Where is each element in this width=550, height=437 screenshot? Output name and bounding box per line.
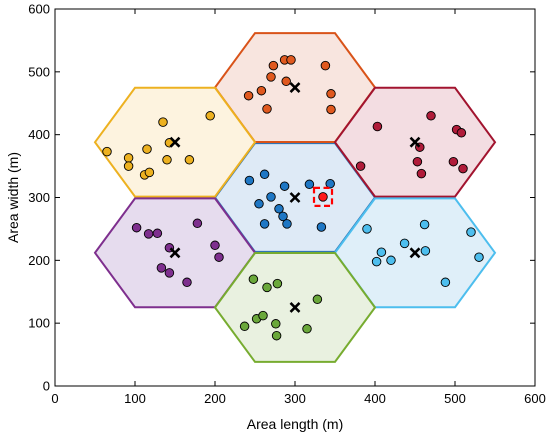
data-point-cell-1-11 (282, 219, 292, 229)
cell-center-x-marker-5 (169, 247, 181, 259)
data-point-cell-6-1 (362, 224, 372, 234)
data-point-cell-4-2 (426, 111, 436, 121)
data-point-cell-5-4 (192, 218, 203, 229)
data-point-cell-5-3 (152, 228, 163, 239)
data-point-cell-6-10 (440, 277, 451, 288)
x-tick-label-500: 500 (444, 391, 466, 406)
data-point-cell-4-7 (412, 156, 423, 167)
data-point-cell-1-4 (279, 181, 290, 191)
data-point-cell-6-7 (371, 256, 382, 267)
x-axis-label: Area length (m) (247, 416, 343, 432)
centers-layer (169, 82, 421, 313)
data-point-cell-2-6 (266, 72, 276, 82)
data-point-cell-3-2 (205, 111, 215, 121)
data-point-cell-1-10 (278, 211, 288, 222)
x-tick-label-600: 600 (524, 391, 546, 406)
data-point-cell-1-8 (325, 178, 335, 189)
y-tick-label-500: 500 (28, 64, 50, 79)
cell-center-x-marker-2 (289, 82, 301, 93)
data-point-cell-7-10 (302, 324, 312, 334)
data-point-cell-7-4 (312, 294, 323, 305)
x-tick-label-400: 400 (364, 391, 386, 406)
data-point-cell-3-6 (123, 153, 134, 163)
y-tick-label-300: 300 (28, 190, 50, 205)
data-point-cell-7-2 (262, 282, 272, 293)
cell-center-x-marker-7 (289, 302, 301, 313)
data-point-cell-1-6 (274, 204, 284, 214)
data-point-cell-2-10 (326, 89, 336, 99)
data-point-cell-3-8 (162, 155, 172, 165)
cell-center-x-marker-3 (169, 136, 181, 148)
x-tick-label-0: 0 (51, 391, 58, 406)
y-axis-label: Area width (m) (5, 152, 21, 243)
highlight-dashed-square (312, 186, 334, 207)
data-point-cell-4-8 (458, 163, 468, 174)
data-point-cell-1-9 (259, 219, 270, 229)
data-point-cell-2-8 (243, 90, 254, 101)
data-point-cell-2-11 (326, 104, 336, 115)
data-point-cell-5-8 (156, 263, 167, 273)
data-point-cell-5-9 (164, 268, 175, 278)
highlight-layer (312, 186, 334, 207)
data-point-cell-3-1 (158, 117, 168, 127)
data-point-cell-2-9 (262, 104, 272, 114)
data-point-cell-2-5 (256, 85, 267, 96)
data-point-cell-7-8 (271, 319, 281, 329)
data-point-cell-1-12 (316, 222, 327, 232)
data-point-cell-5-7 (214, 252, 224, 262)
data-point-cell-7-1 (248, 274, 259, 284)
data-point-cell-6-8 (386, 255, 396, 266)
cell-center-x-marker-4 (409, 136, 421, 148)
data-point-cell-3-7 (123, 161, 134, 171)
highlighted-data-point (318, 192, 328, 202)
data-point-cell-3-5 (102, 146, 112, 157)
y-tick-label-0: 0 (43, 379, 50, 394)
data-point-cell-4-10 (355, 161, 366, 171)
data-point-cell-5-5 (210, 240, 220, 251)
data-point-cell-2-1 (268, 60, 279, 71)
data-point-cell-2-4 (320, 60, 331, 71)
data-point-cell-1-7 (304, 179, 315, 190)
cell-center-x-marker-1 (289, 192, 301, 203)
data-point-cell-5-10 (182, 277, 192, 288)
data-point-cell-3-3 (142, 144, 152, 154)
data-point-cell-4-9 (416, 168, 427, 179)
data-point-cell-7-7 (258, 310, 268, 321)
data-point-cell-6-4 (376, 247, 387, 257)
data-point-cell-1-1 (244, 175, 255, 186)
x-tick-label-100: 100 (124, 391, 146, 406)
data-point-cell-4-6 (448, 156, 459, 167)
axes-layer: 0 100 200 300 400 500 600 0 100 200 300 400 500 600 (28, 2, 546, 407)
y-tick-label-600: 600 (28, 2, 50, 17)
data-point-cell-6-5 (399, 238, 410, 249)
y-tick-label-100: 100 (28, 316, 50, 331)
x-tick-label-300: 300 (284, 391, 306, 406)
data-point-cell-1-2 (259, 169, 270, 180)
data-point-cell-7-9 (271, 330, 282, 341)
y-tick-label-200: 200 (28, 253, 50, 268)
data-point-cell-2-3 (286, 55, 296, 65)
data-point-cell-7-5 (239, 321, 250, 332)
data-point-cell-6-6 (420, 246, 431, 256)
data-point-cell-3-10 (144, 167, 155, 178)
cell-center-x-marker-6 (409, 247, 421, 259)
data-point-cell-6-3 (466, 227, 476, 237)
data-point-cell-6-2 (419, 219, 430, 230)
data-point-cell-5-1 (131, 222, 142, 233)
data-point-cell-1-5 (254, 199, 264, 209)
x-tick-label-200: 200 (204, 391, 226, 406)
data-point-cell-4-4 (456, 128, 467, 138)
data-point-cell-2-7 (281, 76, 291, 87)
data-point-cell-3-11 (184, 155, 195, 165)
data-point-cell-6-9 (474, 252, 484, 262)
data-point-cell-5-2 (143, 229, 154, 239)
data-point-cell-1-3 (266, 192, 276, 202)
data-point-cell-4-1 (372, 121, 383, 132)
points-layer (102, 55, 484, 341)
data-point-cell-7-3 (272, 278, 283, 289)
y-tick-label-400: 400 (28, 127, 50, 142)
